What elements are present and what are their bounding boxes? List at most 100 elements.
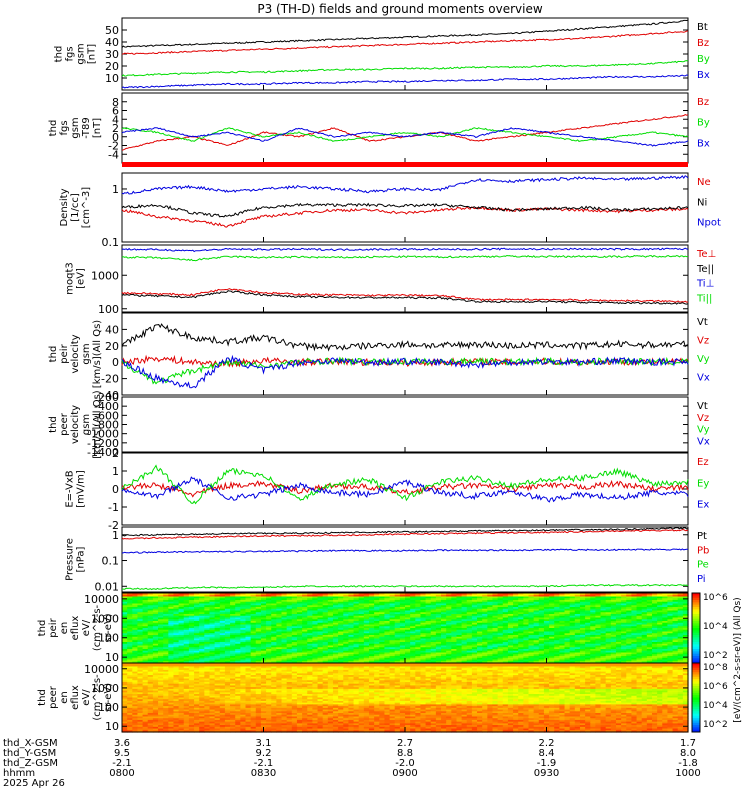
spectrogram-cell [266, 600, 272, 603]
spectrogram-cell [405, 638, 411, 641]
spectrogram-cell [610, 635, 617, 638]
spectrogram-cell [219, 642, 226, 645]
spectrogram-cell [122, 622, 128, 626]
spectrogram-cell [214, 640, 221, 643]
spectrogram-cell [533, 640, 540, 643]
spectrogram-cell [384, 650, 391, 654]
spectrogram-cell [513, 601, 519, 605]
spectrogram-cell [667, 661, 674, 664]
spectrogram-cell [651, 624, 658, 627]
spectrogram-cell [214, 642, 221, 645]
spectrogram-cell [626, 608, 632, 612]
spectrogram-cell [173, 622, 180, 626]
spectrogram-cell [235, 663, 241, 666]
spectrogram-cell [651, 622, 658, 626]
spectrogram-cell [209, 640, 216, 643]
spectrogram-cell [405, 633, 411, 636]
spectrogram-cell [266, 614, 272, 617]
spectrogram-cell [183, 621, 190, 624]
spectrogram-cell [389, 652, 396, 655]
spectrogram-cell [600, 600, 607, 603]
spectrogram-cell [456, 659, 463, 662]
spectrogram-cell [446, 659, 452, 662]
spectrogram-cell [204, 638, 211, 641]
spectrogram-cell [332, 612, 339, 615]
spectrogram-cell [255, 643, 262, 647]
spectrogram-cell [122, 666, 128, 669]
spectrogram-cell [168, 612, 175, 615]
spectrogram-cell [605, 624, 612, 627]
spectrogram-cell [410, 607, 416, 610]
spectrogram-cell [492, 643, 499, 647]
spectrogram-cell [137, 600, 144, 603]
spectrogram-cell [430, 608, 437, 612]
spectrogram-cell [178, 629, 185, 633]
spectrogram-cell [415, 649, 422, 652]
spectrogram-cell [266, 636, 272, 640]
spectrogram-cell [168, 663, 175, 666]
spectrogram-cell [466, 642, 473, 645]
spectrogram-cell [204, 633, 211, 636]
spectrogram-cell [348, 621, 355, 624]
spectrogram-cell [168, 642, 175, 645]
spectrogram-cell [147, 605, 154, 608]
spectrogram-cell [461, 661, 468, 664]
spectrogram-cell [173, 619, 180, 622]
spectrogram-cell [487, 645, 494, 648]
spectrogram-cell [497, 594, 504, 598]
spectrogram-cell [158, 645, 164, 648]
spectrogram-cell [585, 654, 591, 657]
spectrogram-cell [168, 628, 175, 631]
spectrogram-cell [327, 654, 334, 657]
spectrogram-cell [497, 635, 504, 638]
spectrogram-cell [224, 642, 231, 645]
spectrogram-cell [610, 650, 617, 654]
spectrogram-cell [152, 645, 159, 648]
spectrogram-cell [343, 629, 349, 633]
spectrogram-cell [595, 617, 602, 620]
spectrogram-cell [405, 666, 411, 669]
spectrogram-cell [415, 652, 422, 655]
spectrogram-cell [194, 612, 200, 615]
y-tick-label: 4 [112, 113, 119, 126]
spectrogram-cell [435, 626, 442, 629]
spectrogram-cell [245, 635, 252, 638]
spectrogram-cell [250, 612, 257, 615]
spectrogram-cell [183, 605, 190, 608]
spectrogram-cell [590, 649, 596, 652]
spectrogram-cell [384, 617, 391, 620]
spectrogram-cell [194, 633, 200, 636]
spectrogram-cell [435, 607, 442, 610]
spectrogram-cell [518, 615, 524, 619]
spectrogram-cell [471, 642, 478, 645]
spectrogram-cell [585, 663, 591, 666]
spectrogram-cell [158, 624, 164, 627]
spectrogram-cell [487, 622, 494, 626]
spectrogram-cell [528, 619, 535, 622]
spectrogram-cell [410, 617, 416, 620]
spectrogram-cell [466, 661, 473, 664]
spectrogram-cell [466, 605, 473, 608]
spectrogram-cell [296, 666, 303, 669]
spectrogram-cell [585, 629, 591, 633]
spectrogram-cell [178, 626, 185, 629]
spectrogram-cell [266, 663, 272, 666]
spectrogram-cell [389, 608, 396, 612]
spectrogram-cell [626, 593, 632, 596]
spectrogram-cell [507, 593, 514, 596]
spectrogram-cell [651, 621, 658, 624]
spectrogram-cell [163, 615, 169, 619]
spectrogram-cell [657, 645, 663, 648]
spectrogram-cell [507, 643, 514, 647]
spectrogram-cell [127, 596, 133, 599]
spectrogram-cell [543, 626, 550, 629]
spectrogram-cell [482, 664, 488, 668]
spectrogram-cell [379, 643, 386, 647]
spectrogram-cell [487, 615, 494, 619]
spectrogram-cell [482, 643, 488, 647]
spectrogram-cell [343, 603, 349, 606]
spectrogram-cell [477, 624, 483, 627]
spectrogram-cell [621, 631, 627, 634]
spectrogram-cell [636, 619, 643, 622]
spectrogram-cell [183, 631, 190, 634]
